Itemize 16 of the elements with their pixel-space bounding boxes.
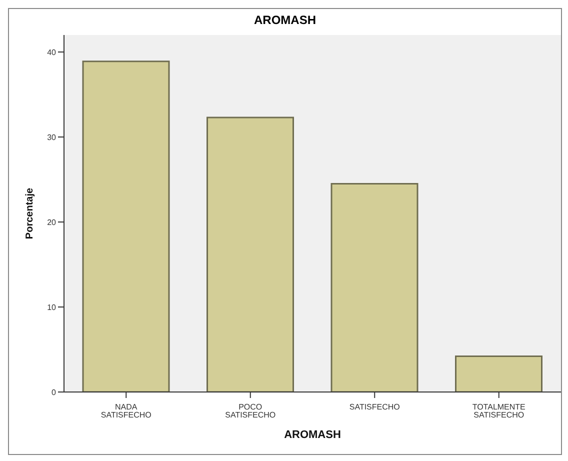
- bar: [82, 60, 170, 392]
- bar: [330, 183, 418, 392]
- chart-title: AROMASH: [253, 13, 317, 27]
- bar: [206, 116, 294, 392]
- x-tick-label: POCO SATISFECHO: [225, 402, 276, 420]
- x-tick-label: NADA SATISFECHO: [100, 402, 152, 420]
- x-tick-label: SATISFECHO: [349, 402, 400, 412]
- y-axis-title: Porcentaje: [24, 188, 36, 240]
- y-tick-label: 20: [47, 218, 57, 227]
- bar: [455, 356, 542, 392]
- x-tick-label: TOTALMENTE SATISFECHO: [472, 402, 526, 420]
- y-tick-label: 30: [47, 132, 57, 142]
- x-axis-title: AROMASH: [284, 429, 341, 441]
- y-tick-label: 40: [47, 48, 57, 57]
- y-tick-label: 0: [52, 388, 57, 397]
- y-tick-label: 10: [47, 302, 57, 312]
